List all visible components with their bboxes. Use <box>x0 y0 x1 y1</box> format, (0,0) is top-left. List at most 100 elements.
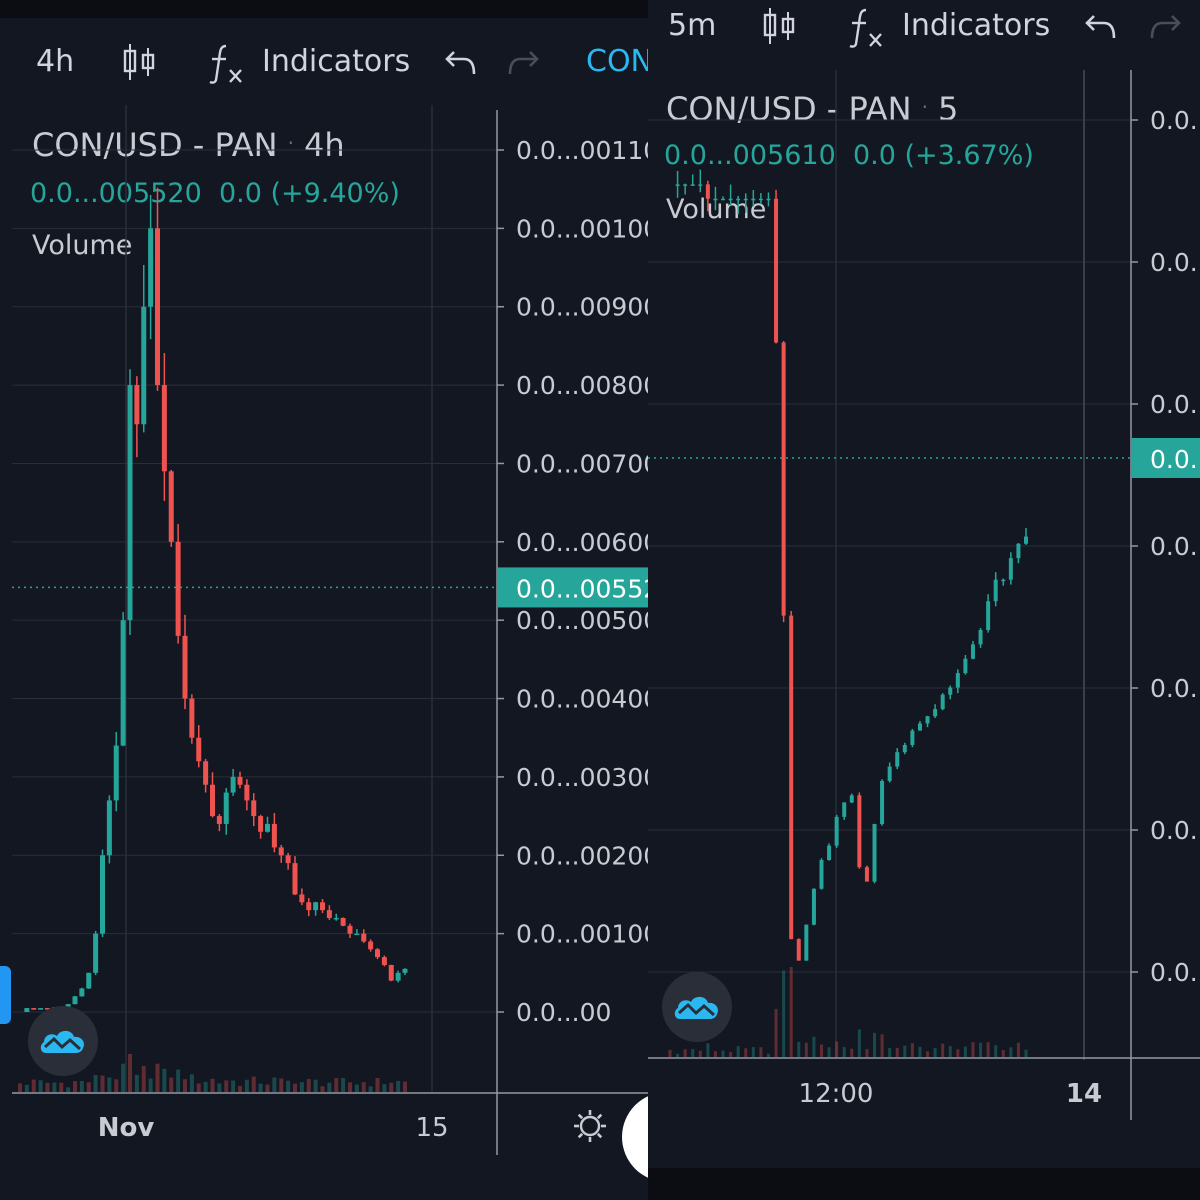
candle-body <box>1024 536 1028 544</box>
volume-bar <box>244 1079 249 1092</box>
candle-body <box>271 823 277 848</box>
volume-bar <box>279 1078 284 1092</box>
volume-bar <box>994 1045 998 1057</box>
candle-body <box>210 784 215 817</box>
volume-bar <box>729 1052 733 1057</box>
candle-body <box>354 933 360 936</box>
volume-bar <box>31 1079 36 1092</box>
volume-bar <box>334 1078 339 1092</box>
candle-body <box>402 968 408 973</box>
legend-last-price: 0.0...005520 <box>30 178 202 209</box>
undo-icon[interactable] <box>1084 12 1118 42</box>
y-tick-label: 0.0...00900 <box>516 293 648 322</box>
volume-bar <box>361 1082 366 1092</box>
volume-bar <box>238 1085 242 1092</box>
x-tick-label: 12:00 <box>799 1079 874 1109</box>
volume-bar <box>196 1083 201 1092</box>
candle-body <box>216 816 222 824</box>
candle-body <box>970 644 975 659</box>
volume-bar <box>217 1083 222 1092</box>
volume-bar <box>396 1080 401 1092</box>
candle-body <box>857 795 862 868</box>
candle-body <box>774 198 779 343</box>
volume-bar <box>148 1078 153 1092</box>
volume-bar <box>797 1041 801 1057</box>
chart-legend-title[interactable]: CON/USD - PAN · 4h <box>32 126 345 164</box>
volume-bar <box>948 1046 952 1057</box>
volume-bar <box>299 1082 304 1092</box>
volume-bar <box>203 1081 208 1092</box>
redo-icon[interactable] <box>1148 12 1182 42</box>
left-chart-pane[interactable]: 4h Indicators CON CON/USD - PAN · 4h 0.0..… <box>0 0 648 1200</box>
y-tick-label: 0.0... <box>1150 958 1200 987</box>
candle-body <box>902 745 907 753</box>
interval-button[interactable]: 4h <box>36 44 75 79</box>
candle-body <box>986 601 991 630</box>
volume-bar <box>155 1063 160 1092</box>
volume-bar <box>341 1078 346 1092</box>
candle-body <box>925 716 930 724</box>
legend-change: 0.0 (+9.40%) <box>218 178 400 209</box>
candle-body <box>285 855 291 864</box>
volume-bar <box>979 1042 983 1057</box>
volume-bar <box>736 1046 740 1057</box>
gear-icon[interactable] <box>572 1108 608 1148</box>
volume-bar <box>327 1082 332 1092</box>
candle-body <box>683 184 688 186</box>
volume-bar <box>354 1084 359 1092</box>
candle-body <box>948 687 953 695</box>
candle-body <box>713 198 718 201</box>
fx-icon[interactable] <box>846 6 886 48</box>
candle-body <box>955 673 960 688</box>
candle-body <box>819 860 824 889</box>
y-tick-label: 0.0...00600 <box>516 528 648 557</box>
candle-body <box>100 855 105 934</box>
legend-separator-dot: · <box>921 95 928 119</box>
tradingview-cloud-icon[interactable] <box>28 1006 98 1076</box>
candle-body <box>690 184 695 186</box>
candle-body <box>237 776 243 785</box>
volume-bar <box>766 1053 770 1057</box>
candle-body <box>864 867 869 882</box>
volume-bar <box>873 1032 877 1057</box>
volume-bar <box>706 1043 710 1057</box>
left-edge-tab[interactable] <box>0 966 11 1024</box>
candle-body <box>106 800 112 856</box>
volume-legend[interactable]: Volume <box>32 230 133 261</box>
legend-last-price: 0.0...005610 <box>664 140 836 171</box>
candle-body <box>940 694 945 710</box>
candle-body <box>113 745 119 801</box>
legend-values: 0.0...005520 0.0 (+9.40%) <box>30 178 400 209</box>
candle-body <box>127 385 133 621</box>
left-price-chart[interactable]: 0.0...00110 0.0...00100 0.0...00900 0.0...0… <box>0 0 648 1200</box>
volume-bar <box>683 1049 687 1057</box>
right-price-chart[interactable]: 0.0... 0.0... 0.0... 0.0... 0.0... 0.0... 0.0.… <box>648 0 1200 1200</box>
symbol-search-button[interactable]: CON <box>586 44 648 79</box>
volume-bar <box>183 1079 187 1092</box>
candle-body <box>278 847 284 856</box>
right-chart-pane[interactable]: 5m Indicators CON/USD - PAN · 5 0.0...0056… <box>648 0 1200 1200</box>
candle-body <box>258 816 264 832</box>
volume-bar <box>668 1049 672 1057</box>
candle-body <box>766 198 771 201</box>
interval-button[interactable]: 5m <box>668 8 717 43</box>
y-tick-label: 0.0...00200 <box>516 841 648 870</box>
y-tick-label: 0.0...00100 <box>516 214 648 243</box>
volume-bar <box>24 1084 29 1092</box>
undo-icon[interactable] <box>444 48 478 78</box>
redo-icon[interactable] <box>506 48 540 78</box>
volume-bar <box>963 1046 967 1057</box>
candles-icon[interactable] <box>762 6 798 46</box>
indicators-button[interactable]: Indicators <box>902 8 1051 43</box>
y-tick-label: 0.0...00800 <box>516 371 648 400</box>
candles-icon[interactable] <box>122 42 158 82</box>
indicators-button[interactable]: Indicators <box>262 44 411 79</box>
fx-icon[interactable] <box>206 42 246 84</box>
volume-bar <box>86 1082 91 1092</box>
chart-legend-title[interactable]: CON/USD - PAN · 5 <box>666 90 958 128</box>
tradingview-cloud-icon[interactable] <box>662 972 732 1042</box>
volume-bar <box>389 1082 394 1092</box>
volume-bar <box>134 1074 139 1092</box>
volume-bar <box>403 1081 407 1092</box>
candle-body <box>1008 558 1013 580</box>
